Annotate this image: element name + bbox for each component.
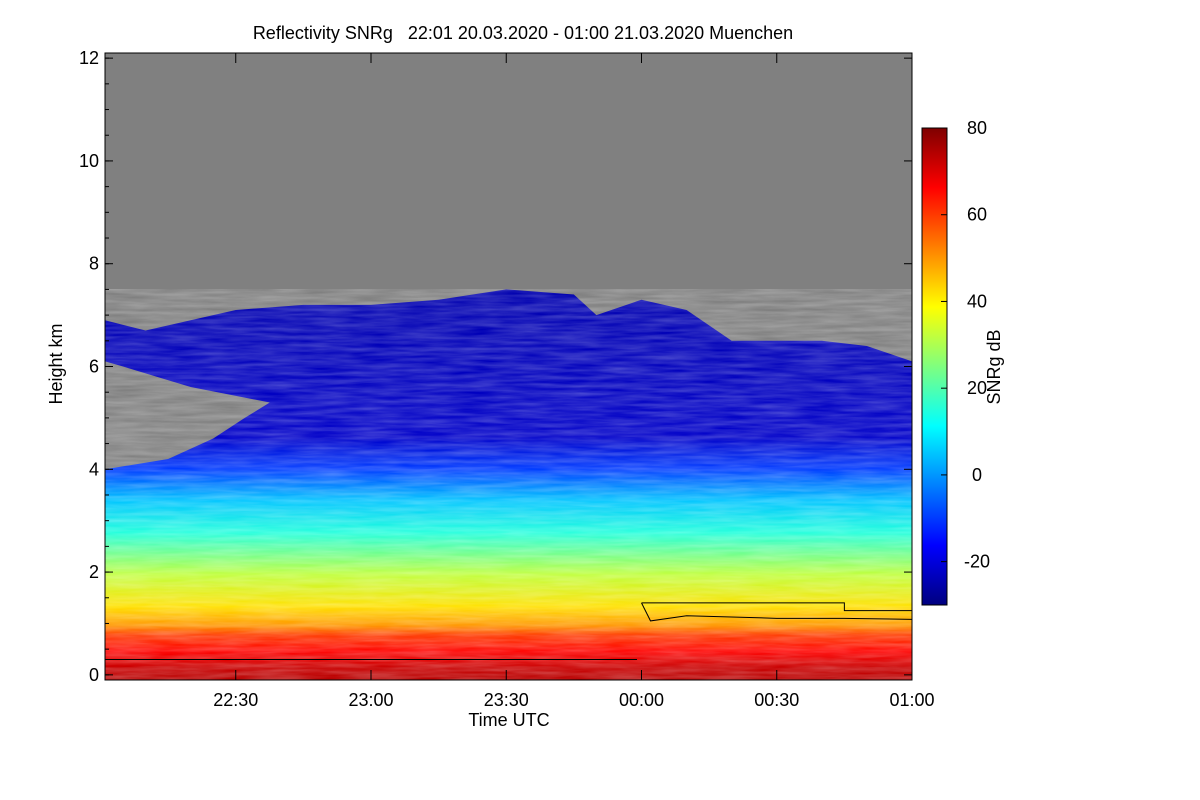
y-tick-label: 8 [89,254,99,274]
colorbar-tick-label: 80 [967,118,987,138]
x-tick-label: 01:00 [889,690,934,710]
y-axis-label: Height km [46,323,66,404]
plot-area [105,53,912,680]
detection-line [641,602,912,612]
x-tick-label: 22:30 [213,690,258,710]
colorbar-label: SNRg dB [984,329,1004,404]
x-tick-label: 23:30 [484,690,529,710]
colorbar-tick-label: 0 [972,465,982,485]
colorbar-tick-label: 40 [967,291,987,311]
y-tick-label: 10 [79,151,99,171]
y-tick-label: 12 [79,48,99,68]
x-tick-label: 00:30 [754,690,799,710]
cloud-texture [105,289,912,680]
x-axis: 22:30 23:00 23:30 00:00 00:30 01:00 [213,53,935,710]
x-tick-label: 23:00 [348,690,393,710]
colorbar-axis: -20 0 20 40 60 80 [941,118,990,572]
colorbar-tick-label: -20 [964,552,990,572]
x-axis-label: Time UTC [468,710,549,730]
colorbar-tick-label: 60 [967,205,987,225]
colorbar-tick-label: 20 [967,378,987,398]
y-tick-label: 2 [89,562,99,582]
y-tick-label: 6 [89,357,99,377]
y-axis: 0 2 4 6 8 10 12 [79,48,912,685]
y-tick-label: 0 [89,665,99,685]
colorbar [921,127,948,606]
detection-line-lower [641,602,912,622]
x-tick-label: 00:00 [619,690,664,710]
y-tick-label: 4 [89,459,99,479]
chart-title: Reflectivity SNRg 22:01 20.03.2020 - 01:… [253,23,793,43]
